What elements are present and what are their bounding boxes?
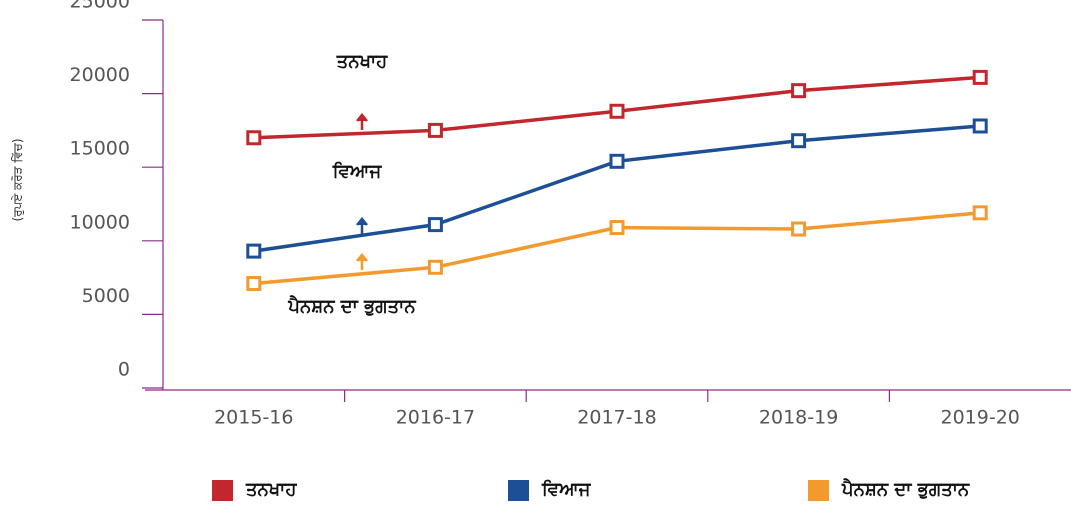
marker — [246, 130, 262, 146]
legend-swatch — [808, 480, 829, 501]
arrow — [356, 113, 368, 130]
x-tick-label: 2019-20 — [941, 407, 1020, 429]
y-tick-label: 20000 — [70, 64, 130, 86]
marker — [972, 69, 988, 85]
annotation: ਵਿਆਜ — [332, 161, 383, 182]
legend-swatch — [212, 480, 233, 501]
x-tick-label: 2017-18 — [577, 407, 656, 429]
marker — [609, 220, 625, 236]
legend-label: ਵਿਆਜ — [541, 479, 592, 500]
marker — [791, 221, 807, 237]
y-tick-label: 10000 — [70, 211, 130, 233]
marker — [609, 153, 625, 169]
x-tick-label: 2018-19 — [759, 407, 838, 429]
marker — [791, 133, 807, 149]
annotation: ਪੈਨਸ਼ਨ ਦਾ ਭੁਗਤਾਨ — [287, 295, 416, 317]
y-axis-label: (ਰੁਪਏ ਕਰੋੜ ਵਿੱਚ) — [11, 138, 25, 221]
legend-swatch — [508, 480, 529, 501]
marker — [427, 217, 443, 233]
arrow — [356, 217, 368, 234]
marker — [427, 122, 443, 138]
annotation: ਤਨਖਾਹ — [336, 51, 388, 72]
marker — [246, 243, 262, 259]
x-tick-label: 2015-16 — [214, 407, 293, 429]
marker — [791, 83, 807, 99]
marker — [246, 275, 262, 291]
y-tick-label: 0 — [118, 359, 130, 381]
legend-label: ਪੈਨਸ਼ਨ ਦਾ ਭੁਗਤਾਨ — [841, 478, 970, 500]
marker — [609, 103, 625, 119]
marker — [972, 205, 988, 221]
legend-label: ਤਨਖਾਹ — [245, 479, 297, 500]
marker — [972, 118, 988, 134]
y-tick-label: 25000 — [70, 0, 130, 13]
y-tick-label: 5000 — [82, 285, 130, 307]
y-tick-label: 15000 — [70, 138, 130, 160]
x-tick-label: 2016-17 — [396, 407, 475, 429]
arrow — [356, 253, 368, 270]
marker — [427, 259, 443, 275]
